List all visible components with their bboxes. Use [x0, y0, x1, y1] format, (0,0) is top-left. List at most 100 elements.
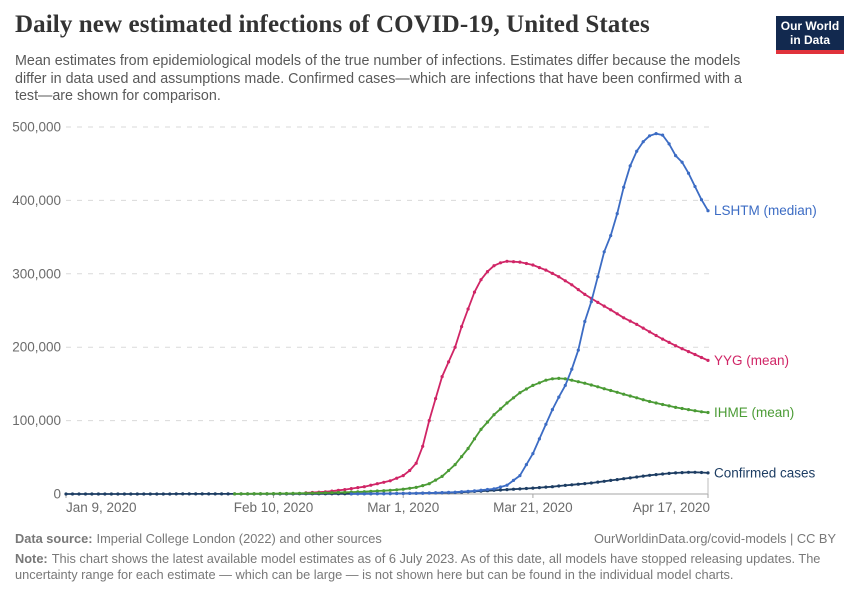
x-axis-tick-label: Mar 1, 2020 — [367, 500, 439, 515]
x-axis-tick-label: Feb 10, 2020 — [234, 500, 314, 515]
series-point-ihme-mean — [557, 376, 561, 380]
series-point-confirmed-cases — [648, 473, 652, 477]
series-point-confirmed-cases — [70, 492, 75, 496]
series-point-lshtm-median — [421, 491, 425, 495]
series-point-yyg-mean — [641, 326, 645, 330]
series-point-yyg-mean — [576, 288, 580, 292]
series-point-ihme-mean — [537, 381, 542, 385]
series-point-yyg-mean — [388, 479, 392, 483]
x-axis-tick-label: Mar 21, 2020 — [493, 500, 573, 515]
series-point-yyg-mean — [628, 319, 632, 323]
series-point-ihme-mean — [531, 383, 535, 387]
series-point-yyg-mean — [434, 397, 438, 401]
series-point-yyg-mean — [492, 264, 496, 268]
series-point-lshtm-median — [667, 142, 671, 146]
owid-url-license[interactable]: OurWorldinData.org/covid-models | CC BY — [593, 531, 836, 546]
series-point-ihme-mean — [284, 491, 289, 496]
series-point-lshtm-median — [453, 490, 457, 494]
series-point-lshtm-median — [699, 198, 704, 202]
series-point-ihme-mean — [434, 478, 438, 482]
series-point-confirmed-cases — [161, 492, 165, 496]
series-point-ihme-mean — [648, 399, 652, 404]
series-point-confirmed-cases — [531, 486, 535, 490]
series-point-confirmed-cases — [615, 478, 619, 482]
series-point-ihme-mean — [583, 381, 587, 385]
series-point-confirmed-cases — [686, 470, 691, 474]
series-point-ihme-mean — [511, 396, 516, 400]
series-point-confirmed-cases — [187, 492, 191, 496]
series-point-lshtm-median — [550, 408, 555, 412]
series-point-confirmed-cases — [628, 476, 632, 480]
series-point-yyg-mean — [421, 444, 425, 448]
series-label-yyg-mean[interactable]: YYG (mean) — [714, 353, 789, 368]
series-point-yyg-mean — [479, 278, 483, 282]
series-point-ihme-mean — [667, 404, 671, 408]
series-point-lshtm-median — [544, 422, 548, 426]
series-point-confirmed-cases — [181, 492, 185, 496]
series-point-ihme-mean — [343, 490, 347, 494]
series-point-lshtm-median — [531, 452, 535, 456]
series-point-confirmed-cases — [77, 492, 81, 496]
series-point-lshtm-median — [485, 487, 490, 492]
series-point-ihme-mean — [550, 377, 555, 381]
y-axis-tick-label: 400,000 — [12, 193, 61, 208]
series-point-ihme-mean — [699, 410, 704, 414]
series-point-lshtm-median — [492, 487, 496, 491]
series-point-ihme-mean — [505, 401, 509, 405]
series-point-confirmed-cases — [706, 471, 710, 475]
series-point-lshtm-median — [583, 319, 587, 324]
series-point-confirmed-cases — [576, 482, 580, 486]
series-point-yyg-mean — [544, 268, 548, 272]
series-point-lshtm-median — [654, 132, 658, 136]
series-point-ihme-mean — [369, 489, 373, 493]
series-point-ihme-mean — [408, 486, 412, 490]
series-label-ihme-mean[interactable]: IHME (mean) — [714, 405, 794, 420]
series-point-yyg-mean — [427, 419, 431, 423]
series-point-ihme-mean — [239, 492, 243, 496]
series-point-confirmed-cases — [142, 492, 146, 496]
series-point-yyg-mean — [699, 355, 704, 360]
series-label-confirmed-cases[interactable]: Confirmed cases — [714, 465, 816, 480]
series-label-lshtm-median[interactable]: LSHTM (median) — [714, 203, 817, 218]
series-point-confirmed-cases — [207, 492, 211, 496]
y-axis-tick-label: 200,000 — [12, 340, 61, 355]
series-point-yyg-mean — [498, 261, 503, 265]
data-source-label: Data source: — [15, 531, 93, 546]
series-line-yyg-mean[interactable] — [305, 260, 709, 494]
series-point-lshtm-median — [460, 490, 464, 494]
series-point-ihme-mean — [291, 491, 295, 495]
series-point-confirmed-cases — [194, 492, 198, 496]
series-point-confirmed-cases — [537, 486, 542, 490]
series-point-confirmed-cases — [550, 485, 555, 489]
series-point-lshtm-median — [557, 395, 561, 399]
series-point-ihme-mean — [485, 420, 490, 424]
series-point-lshtm-median — [447, 490, 451, 494]
owid-logo[interactable]: Our World in Data — [776, 16, 844, 54]
series-point-ihme-mean — [615, 390, 619, 394]
y-axis-tick-label: 500,000 — [12, 120, 61, 135]
series-point-ihme-mean — [297, 491, 302, 495]
series-point-confirmed-cases — [654, 473, 658, 477]
series-point-confirmed-cases — [609, 478, 613, 482]
series-point-yyg-mean — [609, 308, 613, 312]
series-point-ihme-mean — [524, 387, 529, 391]
series-point-confirmed-cases — [557, 484, 561, 488]
owid-logo-line1: Our World — [780, 19, 840, 33]
x-axis-tick-label: Jan 9, 2020 — [66, 500, 137, 515]
series-point-confirmed-cases — [596, 480, 600, 484]
series-point-yyg-mean — [369, 483, 373, 487]
series-point-confirmed-cases — [589, 481, 593, 485]
series-point-lshtm-median — [505, 483, 509, 487]
series-point-yyg-mean — [356, 486, 360, 490]
series-point-confirmed-cases — [226, 492, 230, 496]
series-line-lshtm-median[interactable] — [351, 132, 709, 495]
series-point-lshtm-median — [369, 492, 373, 496]
series-point-lshtm-median — [622, 185, 626, 189]
series-point-lshtm-median — [661, 133, 665, 137]
series-point-yyg-mean — [680, 347, 684, 351]
series-point-ihme-mean — [596, 385, 600, 389]
series-point-yyg-mean — [518, 260, 522, 264]
chart-note: Note: This chart shows the latest availab… — [15, 551, 837, 583]
series-point-yyg-mean — [408, 468, 412, 473]
